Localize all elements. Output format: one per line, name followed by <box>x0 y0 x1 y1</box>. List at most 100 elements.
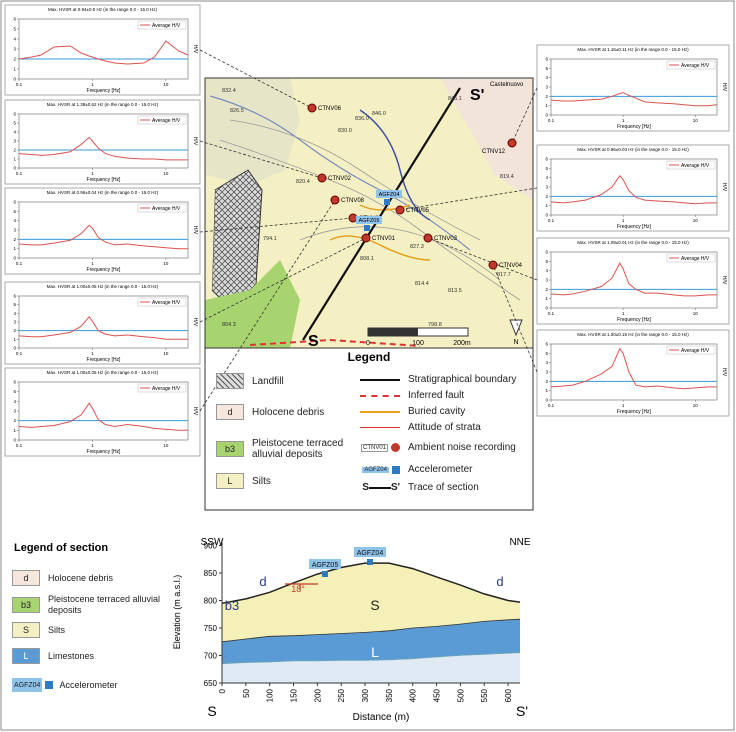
legend-label: Average H/V <box>681 256 710 262</box>
station-label: CTNV03 <box>434 236 458 242</box>
elevation-label: 826.5 <box>230 108 244 114</box>
legend-symbol <box>356 379 400 381</box>
elevation-label: 814.4 <box>415 281 429 287</box>
legend-symbol <box>356 411 400 413</box>
section-legend-label: Silts <box>48 625 168 636</box>
legend-square <box>392 466 400 474</box>
panel-frame <box>5 368 200 456</box>
section-legend-symbol: b3 <box>12 597 40 613</box>
legend-symbol: AGFZ04 <box>356 466 400 474</box>
x-axis-label: Frequency [Hz] <box>617 317 652 323</box>
legend-item: Attitude of strata <box>356 422 531 433</box>
scale-bar-fill <box>368 328 418 336</box>
noise-station <box>424 234 432 242</box>
y-axis-label: H/V <box>721 368 727 377</box>
accelerometer-marker <box>367 559 373 565</box>
legend-symbol-text: S' <box>391 482 400 493</box>
section-legend-symbol: d <box>12 570 40 586</box>
station-label: CTNV12 <box>482 149 506 155</box>
elevation-label: 813.5 <box>448 288 462 294</box>
section-annotation: L <box>371 644 379 660</box>
x-tick-label: 10 <box>163 171 169 176</box>
y-axis-label: H/V <box>192 45 198 54</box>
x-tick-label: 50 <box>242 688 251 697</box>
legend-line <box>360 395 400 397</box>
left-direction: SSW <box>201 537 224 548</box>
legend-label: Attitude of strata <box>408 422 481 433</box>
x-tick-label: 10 <box>163 261 169 266</box>
legend-item: b3Pleistocene terraced alluvial deposits <box>216 438 346 460</box>
x-axis-label: Frequency [Hz] <box>87 88 122 94</box>
place-label: Castelnuovo <box>490 82 524 88</box>
x-axis-label: Frequency [Hz] <box>87 357 122 363</box>
legend-title: Legend <box>205 350 533 364</box>
legend-label: Pleistocene terraced alluvial deposits <box>252 438 346 460</box>
x-tick-label: 10 <box>163 351 169 356</box>
accelerometer-marker <box>384 199 390 205</box>
x-tick-label: 600 <box>504 688 513 702</box>
legend-symbol <box>356 395 400 397</box>
x-axis-label: Distance (m) <box>353 712 410 723</box>
panel-title: Max. HVSR at 1.09±0.01 Hz (in the range … <box>577 240 689 245</box>
figure: Max. HVSR at 0.94±0.0 Hz (in the range 0… <box>0 0 736 732</box>
y-axis-label: H/V <box>192 226 198 235</box>
section-legend-item: b3 Pleistocene terraced alluvial deposits <box>12 594 202 616</box>
elevation-label: 820.4 <box>296 179 310 185</box>
legend-symbol-text: AGFZ04 <box>362 467 389 473</box>
y-axis-label: H/V <box>192 137 198 146</box>
station-label: CTNV06 <box>318 106 342 112</box>
x-tick-label: 100 <box>266 688 275 702</box>
legend-line <box>360 379 400 381</box>
section-legend-item: SSilts <box>12 622 202 638</box>
legend-dot <box>391 443 400 452</box>
legend-symbol: d <box>216 404 244 420</box>
legend-item: Landfill <box>216 373 346 389</box>
elevation-label: 845.1 <box>448 96 462 102</box>
x-tick-label: 10 <box>163 443 169 448</box>
legend-line <box>369 487 391 489</box>
x-tick-label: 550 <box>480 688 489 702</box>
x-tick-label: 0.1 <box>16 261 23 266</box>
legend-label: Average H/V <box>152 118 181 124</box>
legend-item: Buried cavity <box>356 406 531 417</box>
scale-label: 0 <box>366 340 370 347</box>
x-axis-label: Frequency [Hz] <box>87 177 122 183</box>
legend-label: Inferred fault <box>408 390 464 401</box>
noise-station <box>396 206 404 214</box>
x-tick-label: 450 <box>433 688 442 702</box>
section-legend-label: Holocene debris <box>48 573 168 584</box>
elevation-label: 808.1 <box>360 256 374 262</box>
north-label: N <box>513 339 518 346</box>
legend-item: Inferred fault <box>356 390 531 401</box>
panel-title: Max. HVSR at 1.00±0.05 Hz (in the range … <box>47 370 159 375</box>
x-tick-label: 0.1 <box>548 218 555 223</box>
legend-label: Ambient noise recording <box>408 442 516 453</box>
panel-frame <box>537 45 729 131</box>
legend-label: Average H/V <box>152 300 181 306</box>
station-label: CTNV04 <box>499 263 523 269</box>
x-tick-label: 10 <box>693 218 699 223</box>
elevation-label: 819.4 <box>500 174 514 180</box>
x-tick-label: 0 <box>218 688 227 693</box>
section-legend-label: Pleistocene terraced alluvial deposits <box>48 594 168 616</box>
section-start: S <box>207 703 216 719</box>
panel-title: Max. HVSR at 0.96±0.04 Hz (in the range … <box>47 190 159 195</box>
x-tick-label: 500 <box>456 688 465 702</box>
legend-symbol: SS' <box>356 482 400 493</box>
section-legend-title: Legend of section <box>14 542 108 554</box>
legend-symbol: CTNV01 <box>356 443 400 452</box>
x-tick-label: 0.1 <box>548 311 555 316</box>
noise-station <box>349 214 357 222</box>
section-end: S' <box>516 703 528 719</box>
elevation-label: 827.3 <box>410 244 424 250</box>
noise-station <box>489 261 497 269</box>
section-legend-item: d Holocene debris <box>12 570 202 586</box>
station-label: CTNV02 <box>328 176 352 182</box>
y-axis-label: H/V <box>721 276 727 285</box>
section-annotation: AGFZ04 <box>357 550 384 557</box>
elevation-label: 817.7 <box>497 272 511 278</box>
noise-station <box>308 104 316 112</box>
